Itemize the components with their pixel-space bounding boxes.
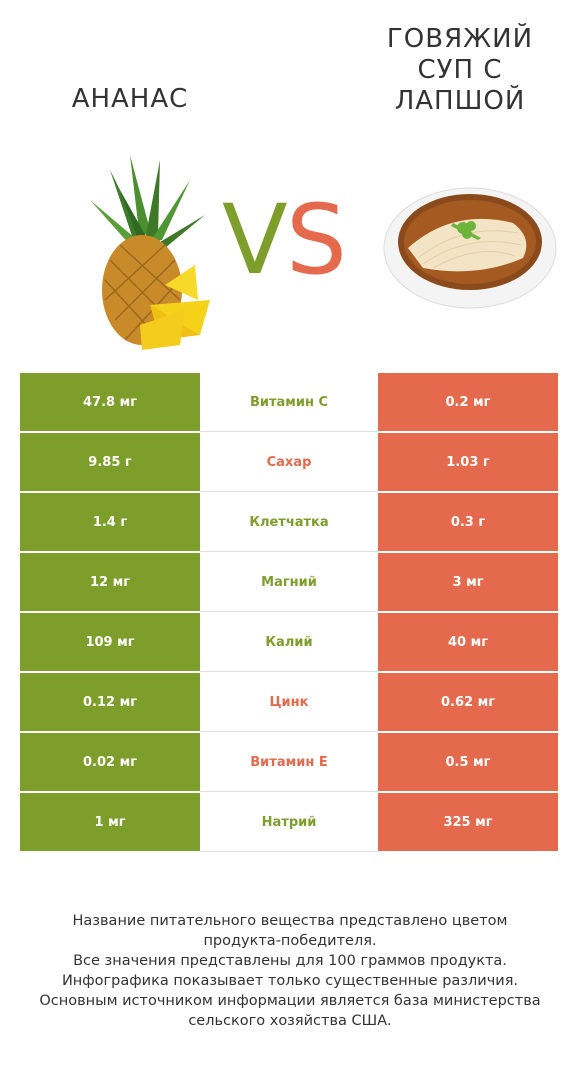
left-value: 109 мг [20,613,200,671]
table-row: 1.4 г Клетчатка 0.3 г [20,493,558,553]
vs-label: V S [222,190,352,290]
vs-letter-s: S [286,184,347,296]
nutrient-name: Витамин C [200,373,378,432]
footer-line: Название питательного вещества представл… [72,913,508,929]
right-food-title-line: ЛАПШОЙ [394,86,526,116]
noodles [408,218,527,272]
nutrient-name: Натрий [200,793,378,852]
footer-notes: Название питательного вещества представл… [20,911,560,1031]
footer-line: Инфографика показывает только существенн… [61,973,519,989]
left-value: 0.12 мг [20,673,200,731]
footer-line: продукта-победителя. [203,933,377,949]
table-row: 0.02 мг Витамин E 0.5 мг [20,733,558,793]
right-value: 40 мг [378,613,558,671]
right-value: 325 мг [378,793,558,851]
table-row: 0.12 мг Цинк 0.62 мг [20,673,558,733]
right-value: 1.03 г [378,433,558,491]
nutrient-name: Калий [200,613,378,672]
nutrient-name: Клетчатка [200,493,378,552]
nutrient-name: Магний [200,553,378,612]
left-value: 0.02 мг [20,733,200,791]
vs-letter-v: V [222,184,288,296]
nutrient-name: Витамин E [200,733,378,792]
nutrient-name: Цинк [200,673,378,732]
footer-line: Основным источником информации является … [39,993,541,1009]
beef-noodle-soup-image [383,187,557,309]
table-row: 9.85 г Сахар 1.03 г [20,433,558,493]
left-value: 1 мг [20,793,200,851]
right-value: 0.62 мг [378,673,558,731]
right-food-title-line: ГОВЯЖИЙ [386,24,534,54]
table-row: 47.8 мг Витамин C 0.2 мг [20,373,558,433]
left-value: 47.8 мг [20,373,200,431]
left-food-title: АНАНАС [71,84,189,114]
footer-line: сельского хозяйства США. [188,1013,392,1029]
right-value: 0.3 г [378,493,558,551]
left-value: 12 мг [20,553,200,611]
right-food-title-line: СУП С [417,55,503,85]
right-value: 3 мг [378,553,558,611]
right-value: 0.5 мг [378,733,558,791]
pineapple-leaves [90,155,205,248]
table-row: 12 мг Магний 3 мг [20,553,558,613]
pineapple-image [90,155,210,350]
left-value: 1.4 г [20,493,200,551]
green-onion [451,221,481,240]
right-food-title: ГОВЯЖИЙ СУП С ЛАПШОЙ [350,24,570,117]
pineapple-slices [140,265,210,350]
table-row: 109 мг Калий 40 мг [20,613,558,673]
right-value: 0.2 мг [378,373,558,431]
footer-line: Все значения представлены для 100 граммо… [73,953,507,969]
table-row: 1 мг Натрий 325 мг [20,793,558,853]
nutrient-name: Сахар [200,433,378,492]
left-value: 9.85 г [20,433,200,491]
